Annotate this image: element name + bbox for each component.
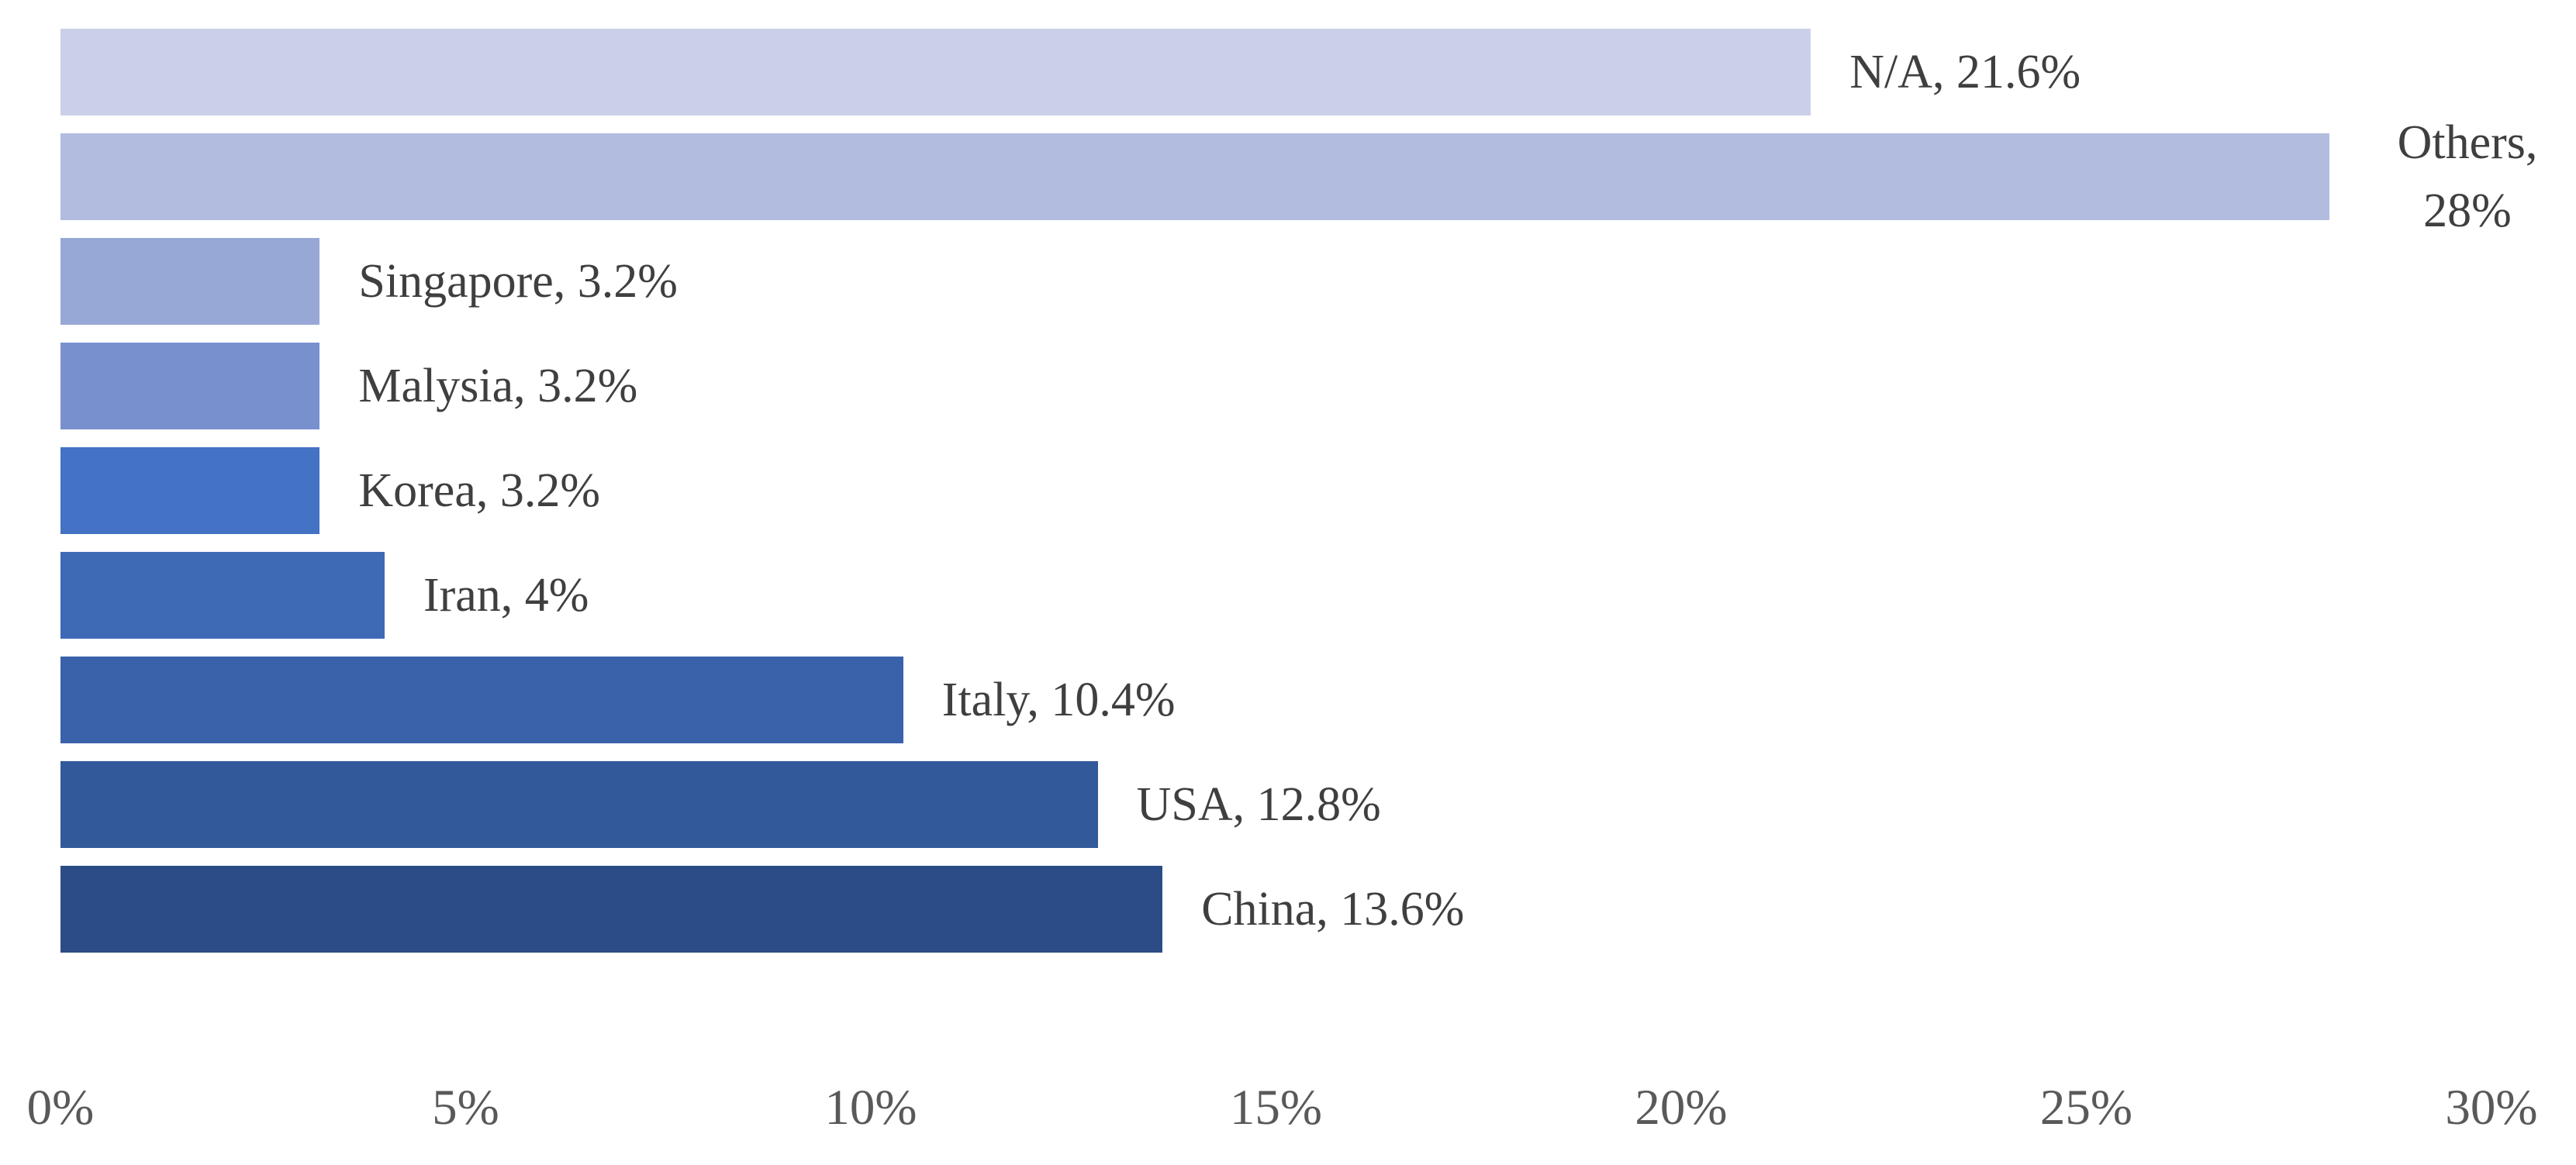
bar-row-singapore: Singapore, 3.2% bbox=[60, 238, 2576, 325]
bar-others bbox=[60, 133, 2329, 220]
bar-malysia bbox=[60, 343, 320, 429]
bar-label-iran: Iran, 4% bbox=[423, 569, 589, 622]
bar-label-korea: Korea, 3.2% bbox=[358, 464, 600, 517]
bar-label-n-a: N/A, 21.6% bbox=[1849, 46, 2081, 98]
bar-row-china: China, 13.6% bbox=[60, 866, 2576, 953]
bar-label-china: China, 13.6% bbox=[1201, 883, 1465, 936]
x-axis-tick-0: 0% bbox=[26, 1080, 95, 1136]
x-axis-tick-30: 30% bbox=[2445, 1080, 2538, 1136]
x-axis-tick-15: 15% bbox=[1229, 1080, 1323, 1136]
bar-label-singapore: Singapore, 3.2% bbox=[358, 255, 678, 308]
x-axis-tick-25: 25% bbox=[2039, 1080, 2133, 1136]
bar-label-italy: Italy, 10.4% bbox=[941, 674, 1176, 726]
bar-label-malysia: Malysia, 3.2% bbox=[358, 360, 638, 412]
bar-row-usa: USA, 12.8% bbox=[60, 761, 2576, 848]
bar-china bbox=[60, 866, 1163, 953]
x-axis-tick-10: 10% bbox=[824, 1080, 917, 1136]
bar-row-iran: Iran, 4% bbox=[60, 552, 2576, 639]
bar-row-italy: Italy, 10.4% bbox=[60, 657, 2576, 743]
bar-singapore bbox=[60, 238, 320, 325]
x-axis: 0% 5% 10% 15% 20% 25% 30% bbox=[0, 1079, 2576, 1141]
bar-row-korea: Korea, 3.2% bbox=[60, 447, 2576, 534]
bar-label-usa: USA, 12.8% bbox=[1136, 778, 1381, 831]
bar-usa bbox=[60, 761, 1098, 848]
bar-iran bbox=[60, 552, 385, 639]
bar-row-malysia: Malysia, 3.2% bbox=[60, 343, 2576, 429]
bar-row-n-a: N/A, 21.6% bbox=[60, 29, 2576, 115]
bar-italy bbox=[60, 657, 903, 743]
bar-row-others: Others, 28% bbox=[60, 115, 2576, 237]
bar-label-others: Others, 28% bbox=[2397, 115, 2538, 237]
x-axis-tick-5: 5% bbox=[432, 1080, 499, 1136]
x-axis-tick-20: 20% bbox=[1635, 1080, 1728, 1136]
bar-korea bbox=[60, 447, 320, 534]
bar-n-a bbox=[60, 29, 1811, 115]
